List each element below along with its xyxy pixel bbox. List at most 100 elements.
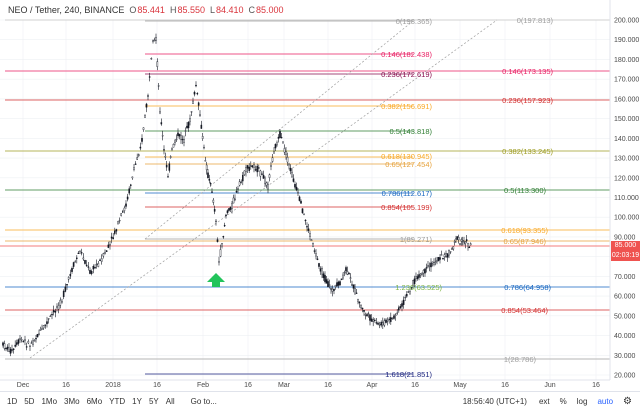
range-1mo-button[interactable]: 1Mo <box>41 396 58 406</box>
time-tick-label: 16 <box>244 382 252 389</box>
candle-body <box>51 313 53 316</box>
candle-body <box>32 340 34 345</box>
candle-body <box>378 324 381 326</box>
candle-body <box>215 220 217 223</box>
candle-body <box>343 271 346 274</box>
candle-body <box>319 268 322 272</box>
range-3mo-button[interactable]: 3Mo <box>64 396 80 406</box>
log-toggle[interactable]: log <box>576 396 588 406</box>
candle-body <box>200 124 203 129</box>
candle-body <box>351 283 353 286</box>
candle-body <box>464 241 467 245</box>
candle-body <box>129 184 132 186</box>
candle-body <box>2 342 4 346</box>
range-6mo-button[interactable]: 6Mo <box>86 396 103 406</box>
candle-body <box>131 176 134 179</box>
candle-body <box>54 310 57 313</box>
candle-body <box>229 207 232 210</box>
chart-header: NEO / Tether, 240, BINANCE O 85.441 H 85… <box>0 0 610 20</box>
candle-body <box>370 318 373 322</box>
candle-body <box>412 280 414 286</box>
fib-labels-left: 0(198.365) 0.146(182.438) 0.236(172.619)… <box>381 17 432 379</box>
time-axis[interactable]: Dec 16 2018 16 Feb 16 Mar 16 Apr 16 May 16 Jun 16 <box>17 382 600 389</box>
range-5y-button[interactable]: 5Y <box>148 396 159 406</box>
price-chart[interactable]: 0(198.365) 0.146(182.438) 0.236(172.619)… <box>0 0 640 391</box>
candle-body <box>172 144 175 148</box>
candle-body <box>181 138 184 141</box>
gear-icon[interactable]: ⚙ <box>623 395 632 407</box>
candle-body <box>390 317 392 322</box>
candlesticks <box>2 33 472 357</box>
range-1d-button[interactable]: 1D <box>7 396 18 406</box>
candle-body <box>160 122 163 125</box>
candle-body <box>374 319 376 322</box>
candle-body <box>254 169 257 171</box>
candle-body <box>404 296 407 299</box>
candle-body <box>211 191 213 193</box>
candle-body <box>169 156 172 158</box>
candle-body <box>453 241 456 243</box>
candle-body <box>352 284 355 289</box>
candle-body <box>463 241 465 243</box>
candle-body <box>117 221 119 224</box>
candle-body <box>92 266 95 270</box>
range-1y-button[interactable]: 1Y <box>132 396 142 406</box>
price-axis[interactable]: 200.000 190.000 180.000 170.000 160.000 150.0… <box>614 18 639 380</box>
range-ytd-button[interactable]: YTD <box>109 396 126 406</box>
symbol-title[interactable]: NEO / Tether, 240, BINANCE <box>8 5 125 15</box>
candle-body <box>183 139 185 143</box>
candle-body <box>195 84 197 87</box>
fib-label: 0(198.365) <box>396 17 433 26</box>
fib-label: 0.854(53.464) <box>501 306 548 315</box>
auto-toggle[interactable]: auto <box>597 396 614 406</box>
candle-body <box>118 219 121 222</box>
candle-body <box>36 333 39 338</box>
candle-body <box>209 183 212 185</box>
price-tick-label: 200.000 <box>614 18 639 25</box>
candle-body <box>410 287 413 289</box>
fib-trend-line <box>144 20 414 240</box>
clock-timezone[interactable]: 18:56:40 (UTC+1) <box>462 396 527 406</box>
fib-label: 0.786(112.617) <box>382 189 433 198</box>
candle-body <box>430 262 432 268</box>
candle-body <box>163 149 165 151</box>
time-tick-label: May <box>453 382 467 389</box>
candle-body <box>240 181 243 183</box>
candle-body <box>47 318 50 320</box>
fib-label: 1.618(21.851) <box>385 370 432 379</box>
candle-body <box>39 329 42 331</box>
range-5d-button[interactable]: 5D <box>24 396 35 406</box>
ext-toggle[interactable]: ext <box>538 396 550 406</box>
candle-body <box>367 313 370 315</box>
fib-label: 0.618(130.945) <box>381 152 432 161</box>
candle-body <box>372 319 375 322</box>
fib-label: 0.236(157.923) <box>502 96 553 105</box>
candle-body <box>17 339 20 344</box>
candle-body <box>402 299 405 305</box>
candle-body <box>110 236 113 239</box>
fib-label: 0.854(105.199) <box>381 203 432 212</box>
candle-body <box>218 261 220 263</box>
candle-body <box>318 263 320 267</box>
fibonacci-levels[interactable] <box>5 19 610 375</box>
range-all-button[interactable]: All <box>165 396 175 406</box>
candle-body <box>251 165 254 168</box>
price-tick-label: 50.000 <box>614 313 636 320</box>
candle-body <box>330 288 332 290</box>
price-tick-label: 60.000 <box>614 294 636 301</box>
candle-body <box>406 294 408 297</box>
candle-body <box>409 291 411 295</box>
candle-body <box>386 319 389 322</box>
candle-body <box>327 281 329 288</box>
percent-toggle[interactable]: % <box>559 396 567 406</box>
candle-body <box>192 100 194 104</box>
time-tick-label: 2018 <box>105 382 121 389</box>
high-value: 85.550 <box>177 5 205 15</box>
candle-body <box>85 264 88 267</box>
candle-body <box>264 177 266 184</box>
price-tick-label: 100.000 <box>614 215 639 222</box>
candle-body <box>270 165 272 167</box>
goto-button[interactable]: Go to... <box>190 396 217 406</box>
candle-body <box>234 198 236 200</box>
